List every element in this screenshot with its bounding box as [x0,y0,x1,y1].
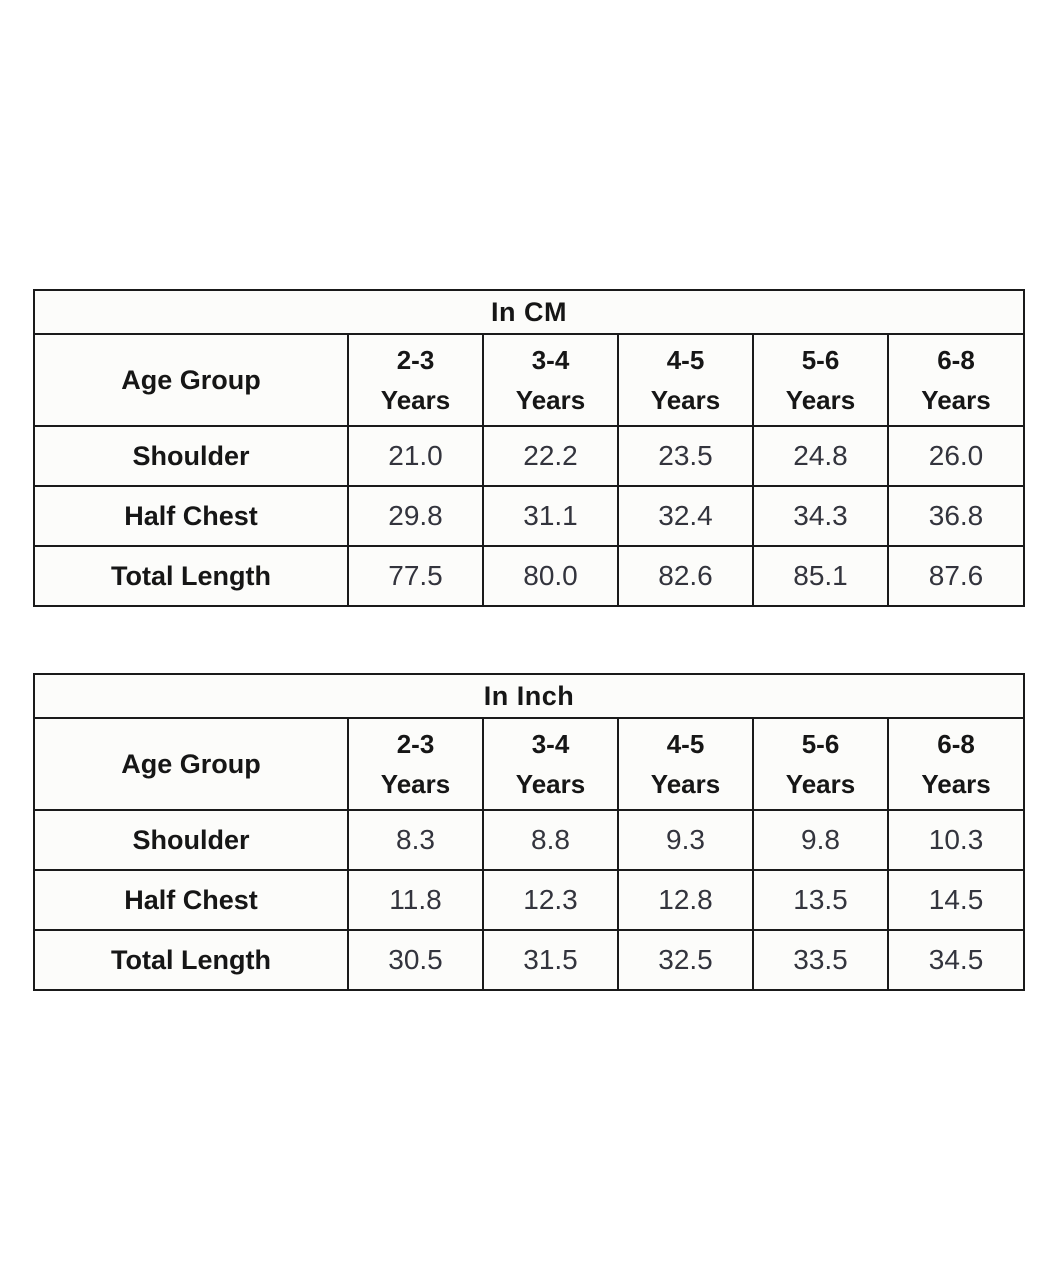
table-row: Age Group 2-3 Years 3-4 Years 4-5 Years … [33,333,1025,427]
row-label: Shoulder [33,809,349,871]
column-header: 4-5 Years [617,333,754,427]
table-row: Shoulder 21.0 22.2 23.5 24.8 26.0 [33,425,1025,487]
row-label: Total Length [33,929,349,991]
value-cell: 26.0 [887,425,1025,487]
row-label: Total Length [33,545,349,607]
column-header: 2-3 Years [347,333,484,427]
value-cell: 9.3 [617,809,754,871]
table-row: Shoulder 8.3 8.8 9.3 9.8 10.3 [33,809,1026,871]
corner-label: Age Group [33,717,349,811]
value-cell: 14.5 [886,869,1026,931]
column-header-line1: 3-4 [531,728,570,759]
column-header-line2: Years [515,385,586,415]
value-cell: 34.5 [886,929,1026,991]
column-header-line2: Years [650,385,721,415]
value-cell: 9.8 [752,809,889,871]
table-row: Age Group 2-3 Years 3-4 Years 4-5 Years … [33,717,1026,811]
column-header-line2: Years [785,769,856,799]
column-header-line2: Years [921,385,991,415]
column-header: 2-3 Years [347,717,484,811]
column-header-line2: Years [380,769,451,799]
column-header-line2: Years [650,769,721,799]
value-cell: 12.8 [617,869,754,931]
column-header: 5-6 Years [752,333,889,427]
value-cell: 33.5 [752,929,889,991]
table-title-inch: In Inch [32,673,1026,719]
corner-label: Age Group [33,333,349,427]
value-cell: 23.5 [617,425,754,487]
value-cell: 32.5 [617,929,754,991]
table-row: Half Chest 29.8 31.1 32.4 34.3 36.8 [33,485,1025,547]
value-cell: 8.3 [347,809,484,871]
row-label: Shoulder [33,425,349,487]
column-header-line1: 6-8 [937,344,975,375]
value-cell: 29.8 [347,485,484,547]
column-header-line1: 5-6 [801,728,840,759]
value-cell: 13.5 [752,869,889,931]
value-cell: 32.4 [617,485,754,547]
value-cell: 10.3 [886,809,1026,871]
value-cell: 30.5 [347,929,484,991]
table-row: Total Length 77.5 80.0 82.6 85.1 87.6 [33,545,1025,607]
table-row: Half Chest 11.8 12.3 12.8 13.5 14.5 [33,869,1026,931]
column-header-line2: Years [785,385,856,415]
column-header-line1: 2-3 [396,728,435,759]
row-label: Half Chest [33,485,349,547]
value-cell: 80.0 [482,545,619,607]
column-header-line1: 4-5 [666,728,705,759]
column-header: 6-8 Years [886,717,1026,811]
value-cell: 11.8 [347,869,484,931]
column-header-line1: 3-4 [531,344,570,375]
column-header-line2: Years [921,769,991,799]
column-header-line1: 4-5 [666,344,705,375]
value-cell: 24.8 [752,425,889,487]
value-cell: 36.8 [887,485,1025,547]
column-header-line1: 2-3 [396,344,435,375]
value-cell: 12.3 [482,869,619,931]
column-header: 4-5 Years [617,717,754,811]
column-header-line1: 5-6 [801,344,840,375]
row-label: Half Chest [33,869,349,931]
value-cell: 87.6 [887,545,1025,607]
value-cell: 77.5 [347,545,484,607]
value-cell: 31.5 [482,929,619,991]
value-cell: 22.2 [482,425,619,487]
table-row: In Inch [32,673,1026,719]
column-header-line1: 6-8 [937,728,975,759]
table-title-cm: In CM [33,289,1025,335]
column-header: 6-8 Years [887,333,1025,427]
value-cell: 31.1 [482,485,619,547]
size-table-inch: In Inch Age Group 2-3 Years 3-4 Years 4-… [32,673,1026,991]
column-header: 3-4 Years [482,333,619,427]
value-cell: 82.6 [617,545,754,607]
value-cell: 8.8 [482,809,619,871]
value-cell: 21.0 [347,425,484,487]
value-cell: 34.3 [752,485,889,547]
column-header: 3-4 Years [482,717,619,811]
size-table-cm: In CM Age Group 2-3 Years 3-4 Years 4-5 … [33,289,1025,607]
table-row: In CM [33,289,1025,335]
column-header: 5-6 Years [752,717,889,811]
value-cell: 85.1 [752,545,889,607]
column-header-line2: Years [515,769,586,799]
table-row: Total Length 30.5 31.5 32.5 33.5 34.5 [33,929,1026,991]
column-header-line2: Years [380,385,451,415]
